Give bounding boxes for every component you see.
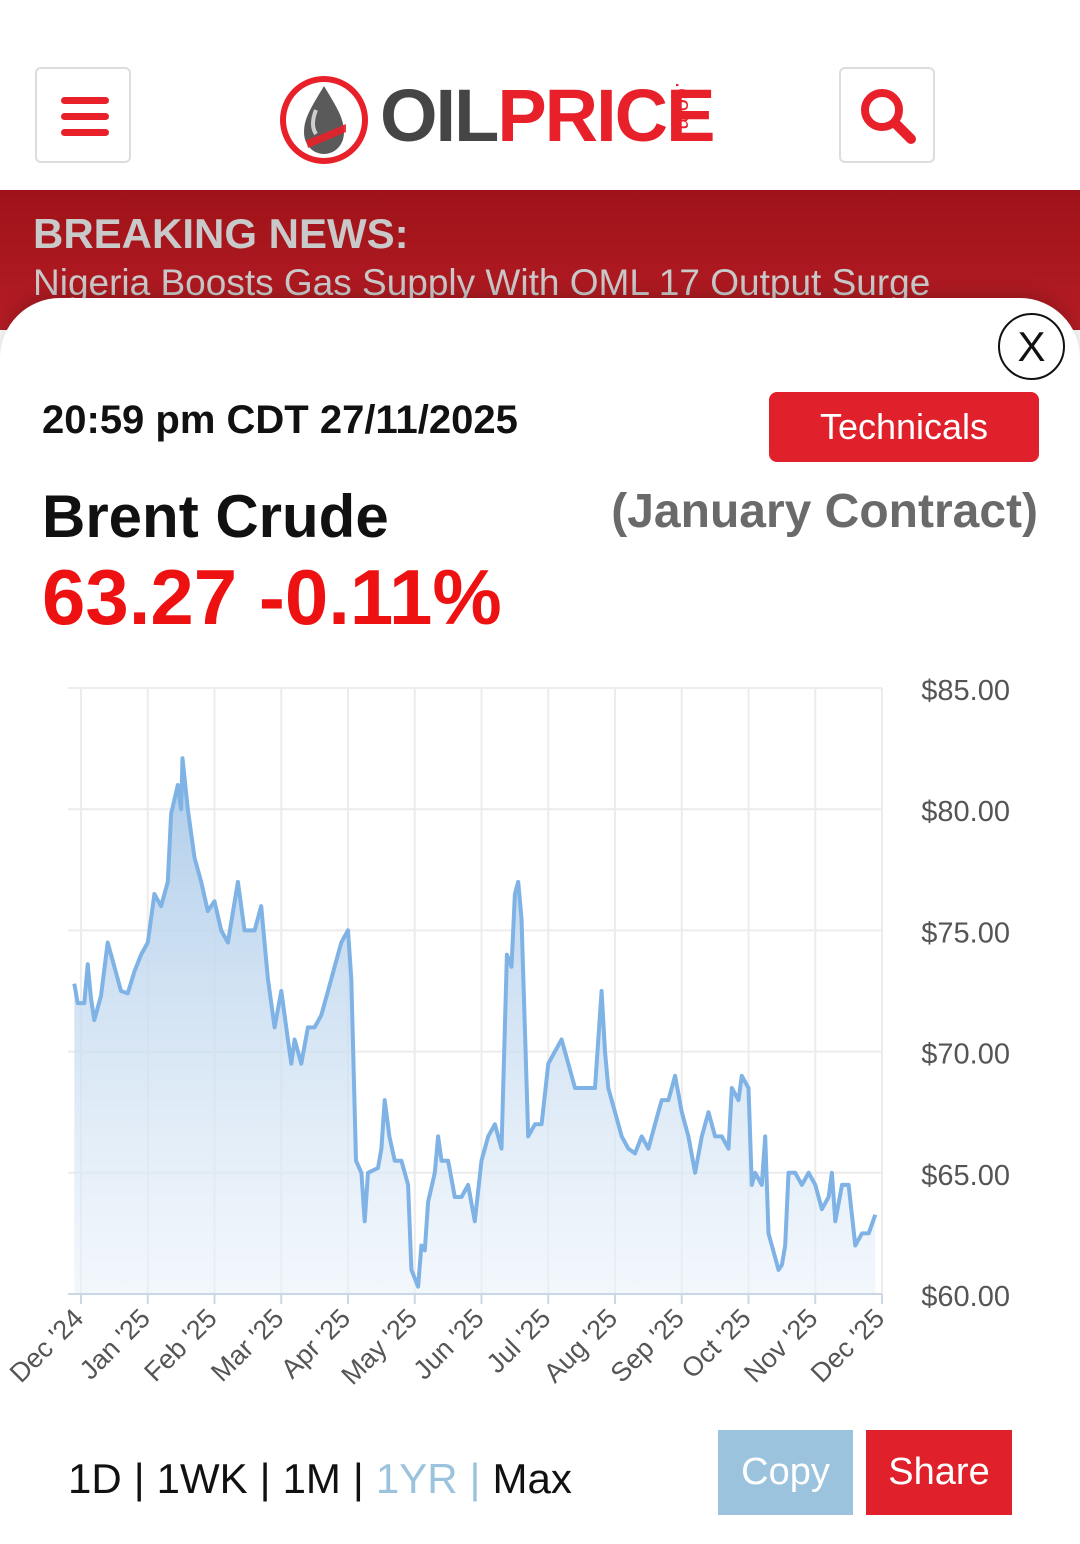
- range-max[interactable]: Max: [492, 1455, 572, 1502]
- breaking-news-headline[interactable]: Nigeria Boosts Gas Supply With OML 17 Ou…: [33, 262, 931, 303]
- y-tick-label: $60.00: [921, 1281, 1010, 1313]
- range-1d[interactable]: 1D: [68, 1455, 122, 1502]
- oilprice-logo[interactable]: OILPRICE .com: [276, 70, 726, 166]
- x-tick-label: Dec '25: [805, 1303, 890, 1388]
- oil-drop-logo-icon: [280, 76, 368, 164]
- search-button[interactable]: [839, 67, 935, 163]
- range-separator: |: [133, 1455, 145, 1502]
- contract-label: (January Contract): [611, 485, 1038, 538]
- x-tick-label: May '25: [336, 1303, 423, 1390]
- y-tick-label: $80.00: [921, 796, 1010, 828]
- price-timestamp: 20:59 pm CDT 27/11/2025: [42, 398, 518, 442]
- range-separator: |: [469, 1455, 481, 1502]
- breaking-news-banner[interactable]: BREAKING NEWS: Nigeria Boosts Gas Supply…: [0, 190, 1080, 330]
- x-tick-label: Jun '25: [408, 1303, 490, 1385]
- price-chart[interactable]: $60.00 $65.00 $70.00 $75.00 $80.00 $85.00 Dec…: [0, 660, 1080, 1420]
- y-tick-label: $65.00: [921, 1160, 1010, 1192]
- y-tick-label: $70.00: [921, 1039, 1010, 1071]
- range-separator: |: [259, 1455, 271, 1502]
- technicals-button[interactable]: Technicals: [769, 392, 1039, 462]
- x-tick-label: Jan '25: [74, 1303, 156, 1385]
- range-selector: 1D | 1WK | 1M | 1YR | Max: [68, 1455, 572, 1503]
- y-tick-label: $75.00: [921, 917, 1010, 949]
- logo-com: .com: [671, 82, 696, 130]
- range-separator: |: [352, 1455, 364, 1502]
- price-area-fill: [74, 758, 876, 1294]
- x-tick-label: Feb '25: [138, 1303, 222, 1387]
- price-and-change: 63.27 -0.11%: [42, 553, 502, 641]
- x-tick-label: Nov '25: [738, 1303, 823, 1388]
- logo-price: PRICE: [497, 74, 715, 157]
- y-axis-labels: $60.00 $65.00 $70.00 $75.00 $80.00 $85.00: [921, 675, 1010, 1313]
- breaking-news-label: BREAKING NEWS:: [33, 210, 409, 257]
- range-1yr[interactable]: 1YR: [375, 1455, 458, 1502]
- share-button[interactable]: Share: [866, 1430, 1012, 1515]
- search-icon: [861, 89, 916, 144]
- y-tick-label: $85.00: [921, 675, 1010, 707]
- price-line-series: [72, 756, 878, 1289]
- x-tick-label: Sep '25: [605, 1303, 690, 1388]
- logo-oil: OIL: [380, 74, 499, 157]
- site-header: OILPRICE .com: [0, 0, 1080, 190]
- logo-wordmark: OILPRICE: [380, 74, 715, 157]
- x-tick-label: Dec '24: [4, 1303, 89, 1388]
- commodity-name: Brent Crude: [42, 483, 389, 550]
- copy-button[interactable]: Copy: [718, 1430, 853, 1515]
- menu-button[interactable]: [35, 67, 131, 163]
- x-tick-label: Mar '25: [205, 1303, 289, 1387]
- close-button[interactable]: X: [998, 313, 1065, 380]
- range-1m[interactable]: 1M: [282, 1455, 341, 1502]
- range-1wk[interactable]: 1WK: [156, 1455, 248, 1502]
- x-tick-label: Aug '25: [538, 1303, 623, 1388]
